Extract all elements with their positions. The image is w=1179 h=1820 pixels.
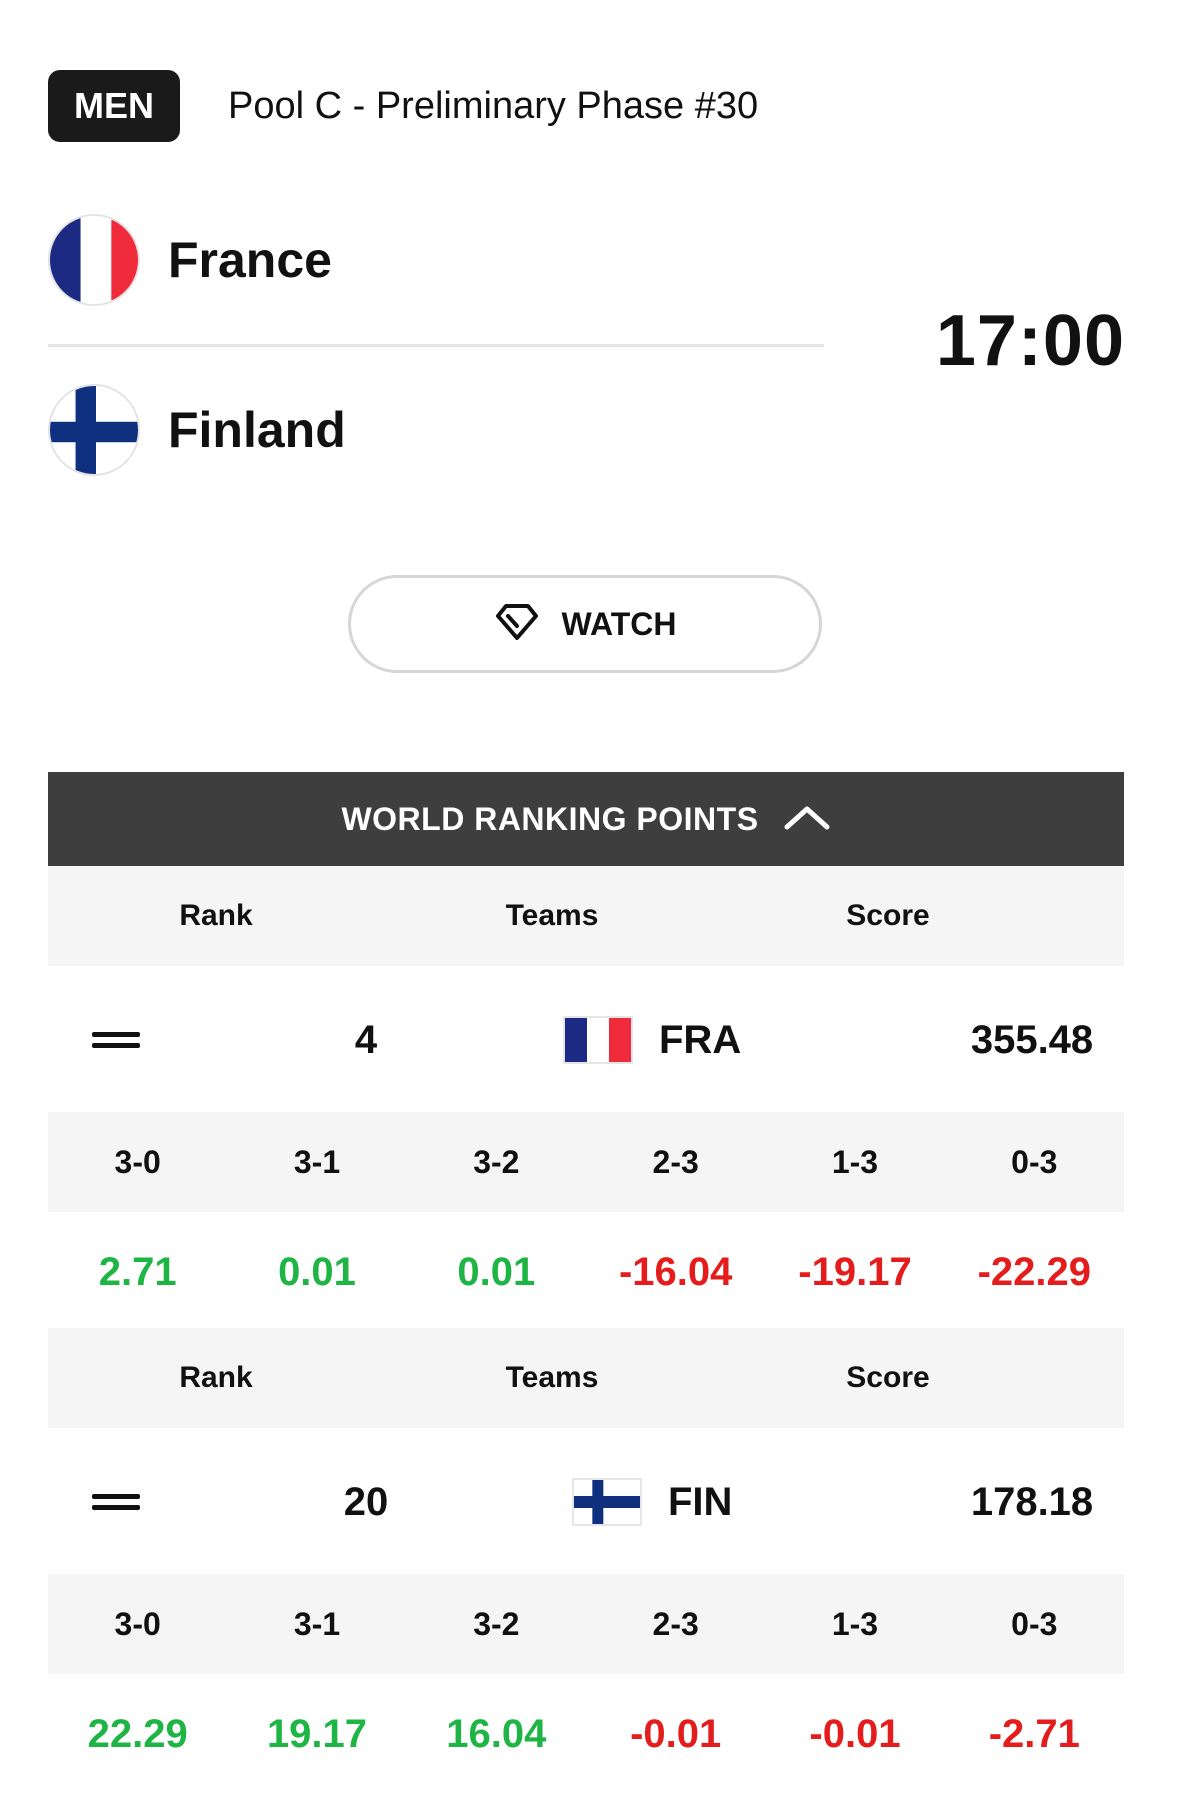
points-value: 22.29 [87, 1711, 188, 1756]
equal-icon [92, 1026, 140, 1054]
world-ranking-toggle[interactable]: WORLD RANKING POINTS [48, 772, 1124, 866]
france-flag-icon [563, 1016, 633, 1064]
points-value: 0.01 [457, 1249, 536, 1294]
rank-header: Rank [179, 1361, 253, 1394]
away-team-name: Finland [168, 402, 346, 458]
points-value: -2.71 [988, 1711, 1080, 1756]
watch-label: WATCH [561, 605, 677, 642]
score-header: Score [846, 1361, 930, 1394]
points-value: 2.71 [98, 1249, 177, 1294]
result-label: 0-3 [1011, 1605, 1058, 1642]
diamond-icon [494, 602, 540, 647]
result-label: 2-3 [652, 1605, 699, 1642]
home-team-name: France [168, 232, 332, 288]
team-cell: FRA [563, 1016, 741, 1064]
team-code: FIN [668, 1479, 733, 1524]
team-cell: FIN [572, 1478, 732, 1526]
category-badge: MEN [48, 70, 180, 142]
points-value: 0.01 [278, 1249, 356, 1294]
team-ranking-row: 20 FIN 178.18 [48, 1446, 1124, 1558]
points-value: -16.04 [618, 1249, 733, 1294]
result-label: 1-3 [831, 1143, 879, 1180]
points-value: -0.01 [630, 1711, 722, 1756]
points-value: -22.29 [977, 1249, 1092, 1294]
team-score: 178.18 [970, 1479, 1094, 1524]
points-value: 16.04 [446, 1711, 547, 1756]
points-row: 2.71 0.01 0.01 -16.04 -19.17 -22.29 [48, 1216, 1124, 1328]
result-label: 3-0 [114, 1605, 161, 1642]
result-label: 3-1 [293, 1605, 341, 1642]
phase-title: Pool C - Preliminary Phase #30 [228, 84, 759, 127]
points-value: -0.01 [809, 1711, 901, 1756]
result-label: 2-3 [652, 1143, 699, 1180]
finland-flag-icon [48, 384, 140, 476]
chevron-up-icon [783, 803, 831, 836]
ranking-header-row: Rank Teams Score [48, 1328, 1124, 1428]
score-header: Score [846, 899, 930, 932]
team-divider [48, 344, 824, 347]
match-header: MEN Pool C - Preliminary Phase #30 [48, 70, 1148, 142]
points-value: -19.17 [798, 1249, 912, 1294]
world-ranking-title: WORLD RANKING POINTS [341, 800, 759, 837]
result-label: 0-3 [1011, 1143, 1058, 1180]
rank-header: Rank [179, 899, 253, 932]
result-label: 3-2 [473, 1143, 520, 1180]
teams-header: Teams [505, 1361, 599, 1394]
team-code: FRA [659, 1017, 742, 1062]
team-ranking-row: 4 FRA 355.48 [48, 984, 1124, 1096]
team-rank: 4 [354, 1017, 378, 1062]
result-label: 3-1 [293, 1143, 341, 1180]
france-flag-icon [48, 214, 140, 306]
result-labels-row: 3-0 3-1 3-2 2-3 1-3 0-3 [48, 1574, 1124, 1674]
home-team[interactable]: France [48, 214, 332, 306]
away-team[interactable]: Finland [48, 384, 346, 476]
equal-icon [92, 1488, 140, 1516]
ranking-header-row: Rank Teams Score [48, 866, 1124, 966]
watch-button[interactable]: WATCH [348, 575, 822, 673]
team-score: 355.48 [970, 1017, 1094, 1062]
points-row: 22.29 19.17 16.04 -0.01 -0.01 -2.71 [48, 1678, 1124, 1790]
team-rank: 20 [343, 1479, 389, 1524]
match-time: 17:00 [935, 301, 1125, 381]
result-label: 3-2 [473, 1605, 520, 1642]
teams-header: Teams [505, 899, 599, 932]
points-value: 19.17 [266, 1711, 368, 1756]
result-labels-row: 3-0 3-1 3-2 2-3 1-3 0-3 [48, 1112, 1124, 1212]
finland-flag-icon [572, 1478, 642, 1526]
result-label: 3-0 [114, 1143, 161, 1180]
result-label: 1-3 [831, 1605, 879, 1642]
